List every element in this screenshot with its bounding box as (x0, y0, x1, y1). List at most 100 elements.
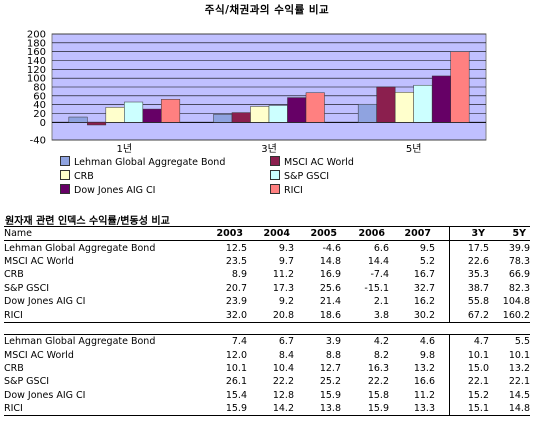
legend-item: Lehman Global Aggregate Bond (60, 156, 225, 168)
value-cell: 26.1 (225, 376, 247, 388)
value-cell: 13.2 (508, 362, 530, 374)
header-cell: 5Y (489, 225, 530, 242)
table-row: MSCI AC World 12.0 8.4 8.8 8.2 9.8 10.1 10.1 (4, 348, 530, 362)
y-tick-label: 200 (27, 30, 46, 41)
y-tick-label: 180 (27, 38, 46, 49)
value-cell: 15.8 (367, 389, 389, 401)
value-cell: 8.2 (373, 349, 389, 361)
table-row: RICI 32.0 20.8 18.6 3.8 30.2 67.2 160.2 (4, 308, 530, 323)
bar (287, 97, 307, 123)
value-cell: 16.7 (413, 269, 435, 281)
value-cell: 22.2 (272, 376, 294, 388)
y-tick-label: 80 (33, 83, 46, 94)
value-cell: 10.4 (272, 362, 294, 374)
row-name-cell: CRB (4, 269, 24, 281)
table-row: Lehman Global Aggregate Bond 12.5 9.3 -4.6 6… (4, 240, 530, 255)
column-gap (435, 334, 449, 349)
header-cell: 3Y (448, 225, 489, 242)
value-cell: 9.3 (278, 242, 294, 254)
legend-swatch (60, 184, 70, 194)
bar (376, 86, 396, 123)
value-cell: 3.8 (341, 308, 389, 323)
row-name-cell: S&P GSCI (4, 282, 50, 294)
value-cell: 12.5 (225, 242, 247, 254)
column-gap (435, 401, 449, 417)
value-cell: 13.8 (294, 401, 341, 417)
returns-table: Name 2003 2004 2005 2006 2007 3Y 5Y Lehman Globa… (4, 225, 530, 323)
legend-label: CRB (74, 171, 94, 182)
value-cell: 5.2 (419, 255, 435, 267)
column-gap (435, 362, 449, 375)
legend-swatch (60, 156, 70, 166)
value-cell: -15.1 (364, 282, 389, 294)
column-gap (435, 308, 449, 323)
column-gap (435, 241, 449, 255)
value-cell: 11.2 (272, 269, 294, 281)
value-cell: 25.6 (319, 282, 341, 294)
value-cell: 39.9 (508, 242, 530, 254)
table-header-row: Name 2003 2004 2005 2006 2007 3Y 5Y (4, 225, 530, 242)
value-cell: 15.1 (448, 401, 489, 417)
row-name-cell: CRB (4, 362, 24, 374)
table-row: CRB 10.1 10.4 12.7 16.3 13.2 15.0 13.2 (4, 361, 530, 376)
bar (268, 105, 288, 123)
legend-item: S&P GSCI (270, 170, 329, 182)
table-row: Dow Jones AIG CI 15.4 12.8 15.9 15.8 11.2 15.2… (4, 388, 530, 402)
y-tick-label: 120 (27, 65, 46, 76)
value-cell: 14.4 (367, 255, 389, 267)
row-name-cell: RICI (4, 308, 200, 323)
value-cell: 16.6 (413, 376, 435, 388)
table-title: 원자재 관련 인덱스 수익률/변동성 비교 (5, 216, 170, 227)
value-cell: 4.7 (448, 334, 489, 349)
value-cell: 20.8 (247, 308, 294, 323)
row-name-cell: Dow Jones AIG CI (4, 296, 86, 308)
row-name-cell: S&P GSCI (4, 376, 50, 388)
value-cell: 8.8 (325, 349, 341, 361)
value-cell: 30.2 (389, 308, 435, 323)
legend-item: MSCI AC World (270, 156, 354, 168)
header-cell: 2006 (341, 225, 389, 242)
value-cell: 32.0 (200, 308, 247, 323)
bar (124, 101, 144, 123)
value-cell: 11.2 (413, 389, 435, 401)
column-gap (435, 268, 449, 281)
value-cell: 55.8 (448, 294, 489, 309)
bar (357, 103, 377, 123)
value-cell: 12.8 (272, 389, 294, 401)
legend-label: RICI (284, 185, 303, 196)
bar (431, 75, 451, 123)
bar (305, 92, 325, 123)
table-row: RICI 15.9 14.2 13.8 15.9 13.3 15.1 14.8 (4, 401, 530, 417)
column-gap (435, 348, 449, 361)
y-tick-label: 140 (27, 56, 46, 67)
value-cell: 35.3 (448, 268, 489, 282)
y-tick-label: 40 (33, 100, 46, 111)
value-cell: 4.6 (389, 334, 435, 349)
value-cell: 16.3 (367, 362, 389, 374)
legend-swatch (60, 170, 70, 180)
row-name-cell: Lehman Global Aggregate Bond (4, 242, 156, 254)
value-cell: 15.9 (319, 389, 341, 401)
bar (87, 122, 107, 126)
legend-swatch (270, 156, 280, 166)
value-cell: 14.8 (319, 255, 341, 267)
value-cell: 16.9 (319, 269, 341, 281)
value-cell: 12.7 (319, 362, 341, 374)
value-cell: 66.9 (508, 269, 530, 281)
header-cell: 2004 (247, 225, 294, 242)
value-cell: 2.1 (373, 296, 389, 308)
value-cell: 38.7 (448, 281, 489, 295)
value-cell: 22.6 (448, 254, 489, 269)
value-cell: 23.9 (225, 296, 247, 308)
value-cell: 67.2 (448, 308, 489, 323)
column-gap (435, 389, 449, 402)
value-cell: 14.8 (489, 401, 530, 417)
table-row: Dow Jones AIG CI 23.9 9.2 21.4 2.1 16.2 55.8 10… (4, 294, 530, 309)
legend-swatch (270, 184, 280, 194)
legend-label: MSCI AC World (284, 157, 354, 168)
value-cell: 17.5 (448, 240, 489, 255)
bar (231, 112, 251, 123)
bar (68, 116, 88, 123)
value-cell: 8.4 (278, 349, 294, 361)
row-name-cell: MSCI AC World (4, 255, 74, 267)
